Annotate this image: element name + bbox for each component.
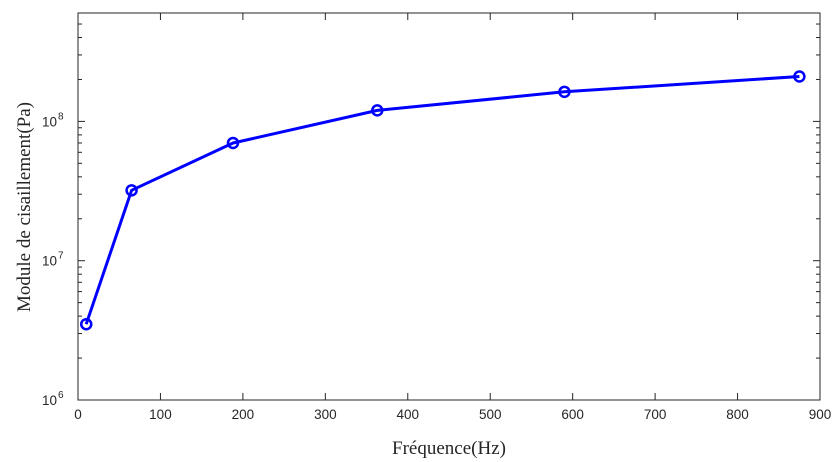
x-tick-label: 500: [479, 407, 502, 422]
x-tick-label: 300: [314, 407, 337, 422]
data-point: [226, 136, 240, 150]
y-tick-exponent: 7: [58, 251, 64, 262]
x-axis-label: Fréquence(Hz): [392, 438, 506, 459]
y-tick-exponent: 8: [58, 111, 64, 122]
y-tick-label: 10: [42, 114, 57, 129]
x-tick-label: 700: [644, 407, 667, 422]
x-tick-label: 0: [74, 407, 82, 422]
data-point: [125, 184, 138, 197]
data-point: [79, 317, 93, 331]
x-tick-label: 800: [726, 407, 749, 422]
x-tick-label: 400: [397, 407, 420, 422]
x-tick-label: 200: [232, 407, 255, 422]
x-tick-label: 900: [809, 407, 832, 422]
series-layer: [79, 70, 806, 331]
series-line: [84, 75, 800, 325]
y-tick-label: 10: [42, 254, 57, 269]
data-point: [558, 85, 571, 99]
data-point: [371, 104, 384, 117]
x-tick-label: 100: [149, 407, 172, 422]
x-axis-ticks: 0 100 200 300 400 500 600 700 800 900: [74, 13, 831, 422]
data-point: [793, 70, 806, 83]
plot-area: [77, 12, 821, 401]
x-tick-label: 600: [561, 407, 584, 422]
y-tick-exponent: 6: [58, 390, 64, 401]
y-tick-label: 10: [42, 393, 57, 408]
y-axis-label: Module de cisaillement(Pa): [14, 102, 35, 312]
